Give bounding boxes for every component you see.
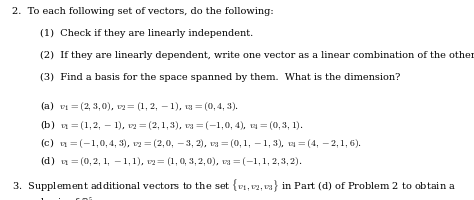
- Text: 2.  To each following set of vectors, do the following:: 2. To each following set of vectors, do …: [12, 7, 273, 16]
- Text: (2)  If they are linearly dependent, write one vector as a linear combination of: (2) If they are linearly dependent, writ…: [40, 51, 474, 60]
- Text: (1)  Check if they are linearly independent.: (1) Check if they are linearly independe…: [40, 29, 254, 38]
- Text: 3.  Supplement additional vectors to the set $\{v_1, v_2, v_3\}$ in Part (d) of : 3. Supplement additional vectors to the …: [12, 177, 456, 193]
- Text: (d)  $v_1 = (0, 2, 1, -1, 1)$, $v_2 = (1, 0, 3, 2, 0)$, $v_3 = (-1, 1, 2, 3, 2)$: (d) $v_1 = (0, 2, 1, -1, 1)$, $v_2 = (1,…: [40, 153, 303, 167]
- Text: (a)  $v_1 = (2, 3, 0)$, $v_2 = (1, 2, -1)$, $v_3 = (0, 4, 3)$.: (a) $v_1 = (2, 3, 0)$, $v_2 = (1, 2, -1)…: [40, 99, 239, 113]
- Text: (b)  $v_1 = (1, 2, -1)$, $v_2 = (2, 1, 3)$, $v_3 = (-1, 0, 4)$, $v_4 = (0, 3, 1): (b) $v_1 = (1, 2, -1)$, $v_2 = (2, 1, 3)…: [40, 117, 304, 131]
- Text: (3)  Find a basis for the space spanned by them.  What is the dimension?: (3) Find a basis for the space spanned b…: [40, 73, 401, 82]
- Text: basis of $\mathbb{R}^5$.: basis of $\mathbb{R}^5$.: [40, 194, 97, 200]
- Text: (c)  $v_1 = (-1, 0, 4, 3)$, $v_2 = (2, 0, -3, 2)$, $v_3 = (0, 1, -1, 3)$, $v_4 =: (c) $v_1 = (-1, 0, 4, 3)$, $v_2 = (2, 0,…: [40, 135, 362, 149]
